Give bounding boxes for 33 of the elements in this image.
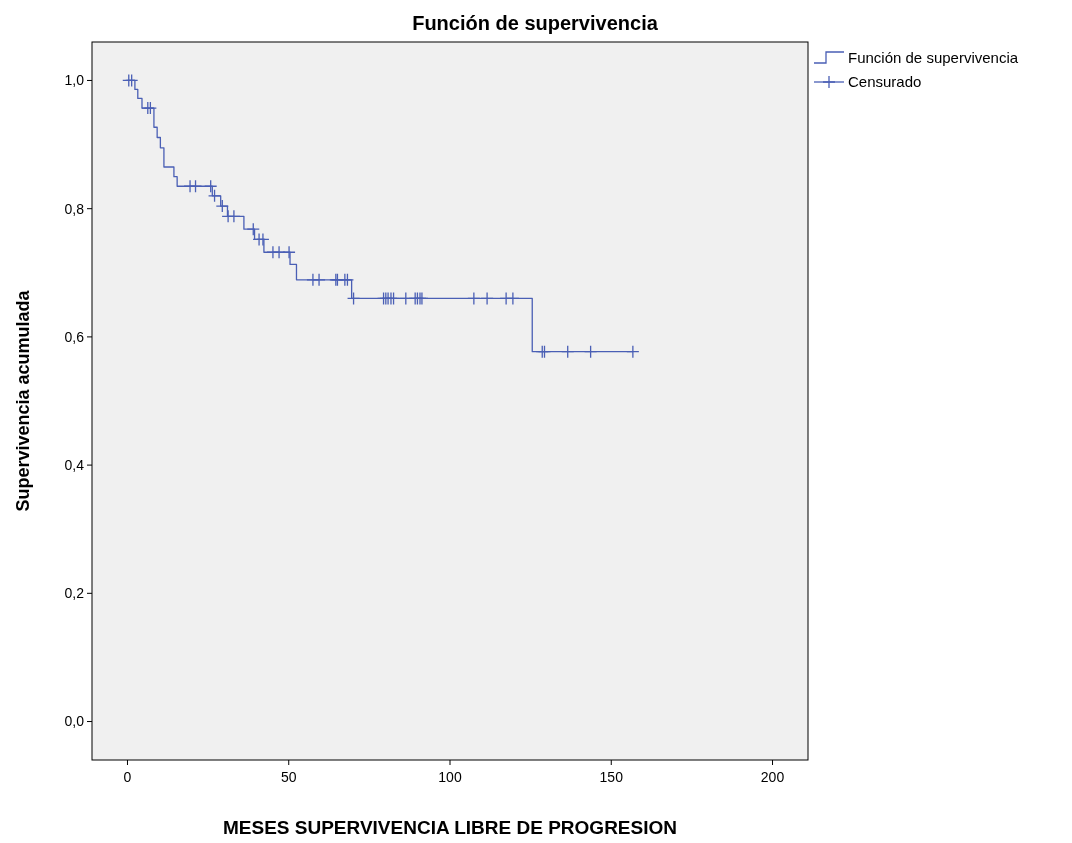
x-axis-title: MESES SUPERVIVENCIA LIBRE DE PROGRESION [223, 817, 677, 838]
y-tick-label: 0,8 [64, 200, 85, 217]
point [227, 209, 241, 224]
point [561, 344, 575, 359]
point [204, 179, 218, 193]
x-tick-label: 0 [123, 769, 132, 785]
legend-label: Censurado [848, 73, 922, 91]
point [583, 344, 598, 359]
y-tick-label: 0,2 [64, 585, 85, 602]
point [312, 273, 326, 287]
point [282, 245, 296, 259]
x-tick-label: 50 [280, 769, 297, 785]
y-tick-label: 0,0 [64, 713, 85, 730]
point [207, 189, 222, 203]
chart-title: Función de supervivencia [412, 12, 659, 34]
point [626, 344, 640, 359]
y-tick-label: 0,4 [64, 457, 85, 474]
x-tick-label: 100 [438, 769, 462, 785]
point [246, 222, 260, 236]
y-axis-title: Supervivencia acumulada [13, 289, 33, 512]
y-tick-label: 1,0 [64, 72, 85, 89]
point [188, 179, 203, 193]
y-tick-label: 0,6 [64, 328, 85, 345]
point [467, 291, 481, 306]
point [480, 291, 494, 306]
point [256, 232, 270, 247]
point [346, 291, 361, 306]
point [272, 245, 286, 259]
x-tick-label: 150 [599, 769, 624, 785]
x-tick-label: 200 [760, 769, 785, 785]
point [215, 199, 229, 213]
point [506, 291, 520, 306]
legend-label: Función de supervivencia [848, 49, 1019, 67]
